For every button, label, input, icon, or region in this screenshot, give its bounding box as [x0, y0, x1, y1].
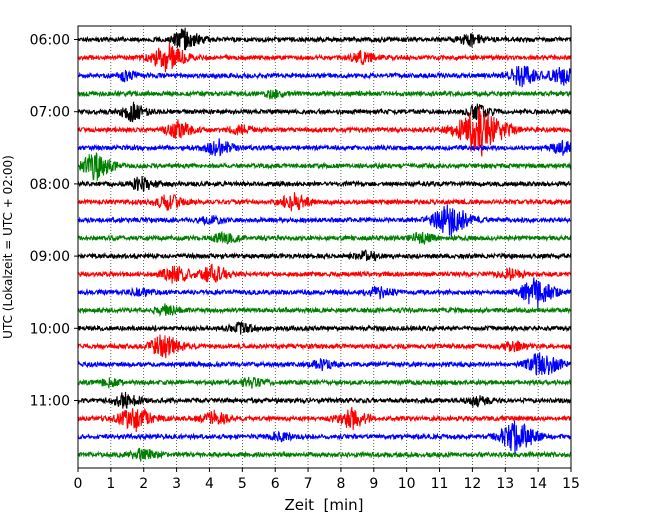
trace-row-0815: [77, 204, 572, 237]
trace-row-0830: [77, 230, 572, 246]
trace-row-0615: [77, 65, 572, 88]
y-tick-label: 07:00: [30, 105, 70, 121]
x-tick-label: 6: [271, 476, 280, 492]
trace-row-1130: [77, 447, 572, 462]
x-tick-label: 14: [529, 476, 547, 492]
x-tick-label: 7: [304, 476, 313, 492]
trace-row-0745: [77, 175, 572, 192]
trace-row-0915: [77, 277, 572, 308]
x-tick-label: 1: [106, 476, 115, 492]
seismic-traces: [77, 27, 572, 462]
trace-row-0800: [77, 192, 572, 212]
x-tick-label: 10: [398, 476, 416, 492]
x-tick-label: 2: [139, 476, 148, 492]
trace-row-0645: [77, 101, 572, 123]
trace-row-0900: [77, 263, 572, 284]
trace-row-1030: [77, 376, 572, 389]
x-tick-label: 12: [463, 476, 481, 492]
x-tick-label: 11: [431, 476, 449, 492]
y-tick-label: 11:00: [30, 394, 70, 410]
x-tick-label: 15: [562, 476, 580, 492]
x-axis-ticks: 0 1 2 3 4 5 6 7 8 9 10 11 12 13 14 15: [74, 468, 580, 492]
x-tick-label: 0: [74, 476, 83, 492]
trace-row-1000: [77, 334, 572, 359]
trace-row-0630: [77, 88, 572, 100]
y-tick-label: 10:00: [30, 321, 70, 337]
trace-row-0730: [77, 152, 572, 181]
trace-row-0700: [77, 107, 572, 157]
trace-row-1100: [77, 406, 572, 433]
y-axis-label: UTC (Lokalzeit = UTC + 02:00): [1, 155, 15, 339]
plot-frame: [77, 25, 572, 469]
trace-row-0600: [77, 42, 572, 73]
x-axis-label: Zeit [min]: [284, 496, 363, 514]
trace-row-0845: [77, 249, 572, 263]
x-tick-label: 8: [336, 476, 345, 492]
trace-row-0930: [77, 303, 572, 318]
trace-row-0545: [77, 27, 572, 51]
x-tick-label: 5: [238, 476, 247, 492]
trace-row-1115: [77, 420, 572, 454]
trace-row-1015: [77, 352, 572, 376]
trace-row-1045: [77, 392, 572, 409]
x-tick-label: 9: [369, 476, 378, 492]
y-tick-label: 08:00: [30, 177, 70, 193]
y-axis-ticks: 06:00 07:00 08:00 09:00 10:00 11:00: [30, 33, 78, 410]
trace-row-0715: [77, 138, 572, 157]
y-tick-label: 09:00: [30, 249, 70, 265]
x-tick-label: 4: [205, 476, 214, 492]
trace-row-0945: [77, 320, 572, 335]
y-tick-label: 06:00: [30, 33, 70, 49]
x-tick-label: 3: [172, 476, 181, 492]
x-tick-label: 13: [496, 476, 514, 492]
